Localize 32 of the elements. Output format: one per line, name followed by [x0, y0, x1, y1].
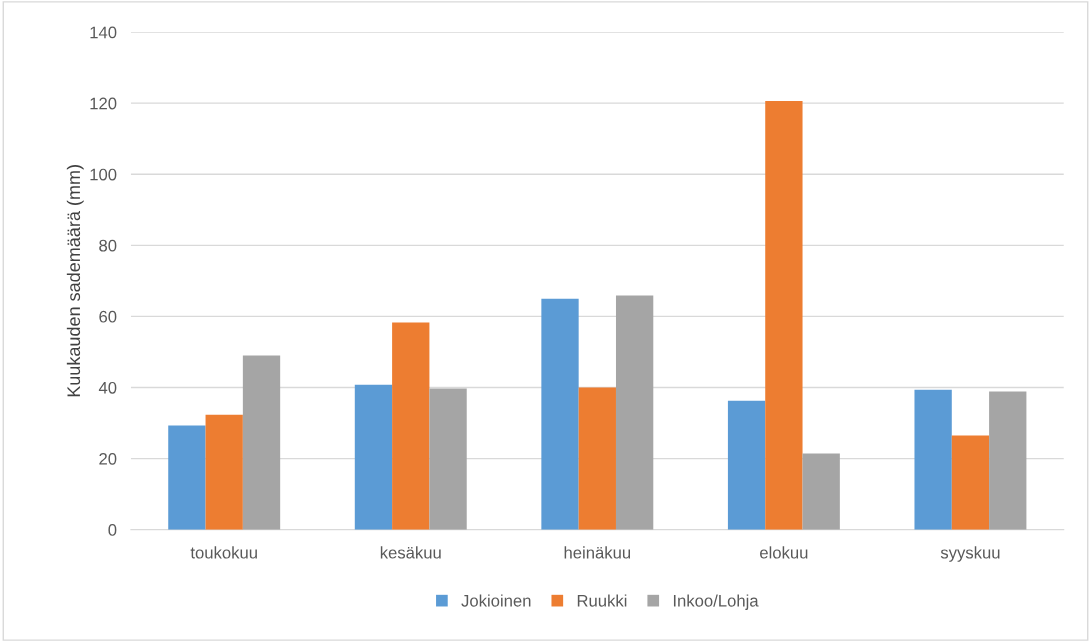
bar	[168, 425, 206, 530]
bar	[242, 355, 281, 530]
x-tick-label: toukokuu	[190, 546, 257, 559]
bar	[205, 414, 243, 530]
bar	[615, 295, 654, 530]
y-tick-label: 20	[99, 452, 117, 465]
bar	[727, 400, 766, 530]
bar	[765, 101, 803, 530]
bar	[541, 298, 579, 530]
x-tick-label: heinäkuu	[564, 546, 631, 559]
y-tick-label: 140	[90, 26, 117, 39]
y-tick-label: 60	[99, 310, 117, 323]
bar	[354, 384, 393, 530]
y-tick-label: 40	[98, 381, 117, 394]
y-tick-label: 0	[108, 524, 117, 536]
bar	[989, 391, 1027, 530]
bar	[802, 453, 840, 530]
legend-label: Jokioinen	[461, 594, 531, 607]
bar	[392, 322, 430, 530]
legend-label: Inkoo/Lohja	[673, 594, 759, 610]
y-tick-label: 120	[90, 97, 117, 110]
y-tick-label: 100	[90, 168, 117, 181]
x-tick-label: elokuu	[760, 546, 808, 559]
x-tick-label: syyskuu	[940, 546, 1000, 562]
x-tick-label: kesäkuu	[380, 546, 441, 559]
bar	[578, 387, 616, 530]
bar	[951, 435, 990, 530]
legend-label: Ruukki	[577, 594, 627, 607]
y-axis-title: Kuukauden sademäärä (mm)	[66, 165, 84, 397]
y-tick-label: 80	[99, 239, 117, 252]
bar	[429, 388, 467, 530]
bar	[914, 389, 952, 530]
